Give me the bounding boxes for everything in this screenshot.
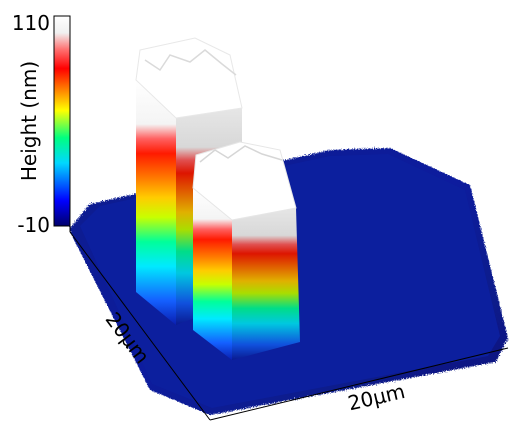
pillar-front-top-texture: [199, 145, 283, 163]
colorbar-max-label: 110: [12, 11, 50, 35]
colorbar-min-label: -10: [17, 213, 50, 237]
axes-frame: [69, 226, 509, 421]
pillar-front: [192, 141, 300, 360]
axis-left-y: [69, 231, 211, 421]
colorbar-gradient: [53, 15, 71, 227]
pillar-front-top-face: [192, 141, 297, 221]
colorbar-title: Height (nm): [17, 61, 41, 181]
axis-bottom-x: [209, 347, 509, 421]
colorbar: 110 -10 Height (nm): [12, 11, 71, 237]
pillar-front-right-face: [232, 208, 300, 360]
pillar-back-front-face: [136, 80, 176, 325]
pillar-back-top-texture: [144, 49, 237, 76]
pillar-front-front-face: [193, 188, 232, 360]
